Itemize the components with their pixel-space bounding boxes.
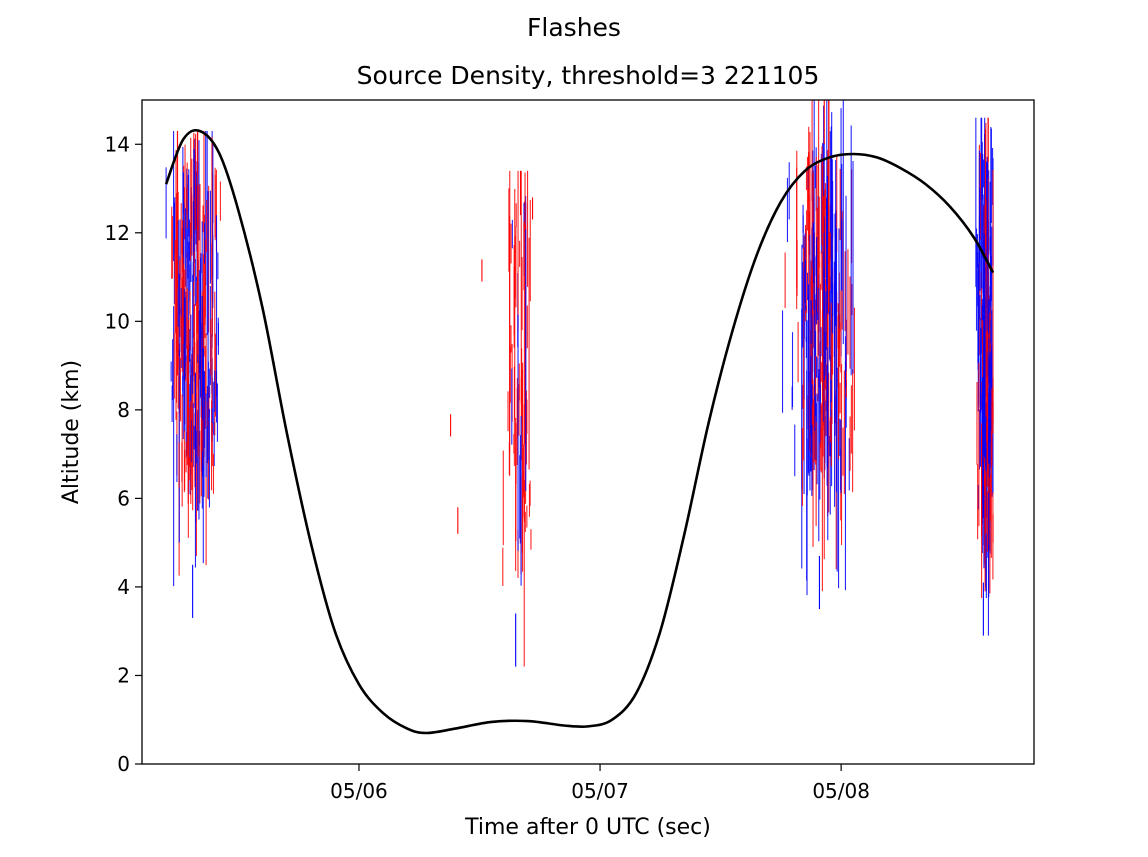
source-cluster-2	[502, 170, 532, 667]
fitted-curve	[164, 128, 995, 735]
source-cluster-1	[165, 130, 221, 618]
x-axis-label: Time after 0 UTC (sec)	[464, 815, 711, 840]
x-tick-label: 05/06	[330, 779, 388, 803]
plot-area	[142, 100, 1034, 764]
x-tick-label: 05/08	[812, 779, 870, 803]
y-tick-label: 10	[105, 309, 130, 333]
chart-title: Source Density, threshold=3 221105	[357, 61, 820, 90]
y-tick-label: 12	[105, 221, 130, 245]
y-axis: 0 2 4 6 8 10 12 14	[105, 132, 142, 776]
y-tick-label: 0	[117, 752, 130, 776]
y-tick-label: 4	[117, 575, 130, 599]
x-tick-label: 05/07	[571, 779, 629, 803]
figure-suptitle: Flashes	[527, 13, 621, 42]
y-tick-label: 2	[117, 663, 130, 687]
y-axis-label: Altitude (km)	[59, 360, 84, 504]
x-axis: 05/06 05/07 05/08	[330, 764, 870, 803]
source-density-layer	[165, 100, 994, 667]
plot-frame	[141, 99, 1035, 765]
y-tick-label: 8	[117, 398, 130, 422]
source-cluster-3	[781, 100, 855, 610]
y-tick-label: 6	[117, 486, 130, 510]
y-tick-label: 14	[105, 132, 130, 156]
